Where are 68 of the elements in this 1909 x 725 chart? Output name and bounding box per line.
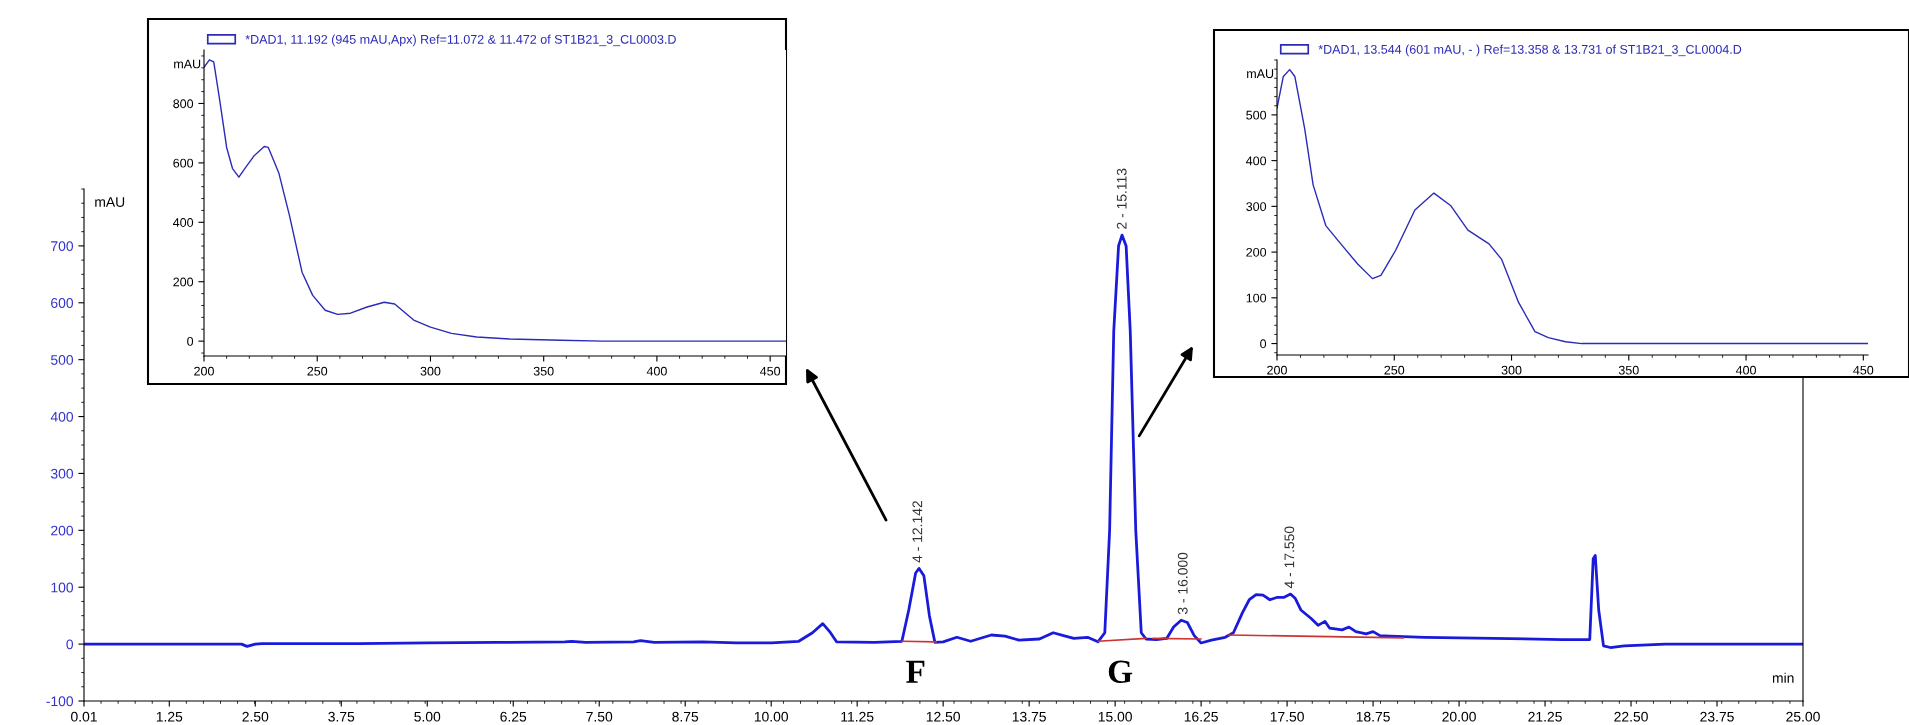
x-tick-label: 200 bbox=[1267, 365, 1287, 375]
y-tick-label: 0 bbox=[66, 639, 74, 650]
y-tick-label: 200 bbox=[51, 525, 74, 536]
legend-label: *DAD1, 11.192 (945 mAU,Apx) Ref=11.072 & 11.472 of ST1B21_3_CL0003.D bbox=[245, 34, 676, 47]
x-tick-label: 6.25 bbox=[500, 711, 527, 722]
x-tick-label: 25.00 bbox=[1786, 711, 1820, 722]
x-tick-label: 15.00 bbox=[1098, 711, 1132, 722]
annotation: 4 - 12.142 bbox=[912, 501, 923, 563]
line-series bbox=[204, 59, 786, 342]
line-series bbox=[1277, 68, 1868, 345]
x-tick-label: 11.25 bbox=[841, 711, 874, 722]
x-tick-label: 8.75 bbox=[672, 711, 699, 722]
x-tick-label: 12.50 bbox=[926, 711, 960, 722]
annotation: 2 - 15.113 bbox=[1116, 168, 1127, 229]
x-tick-label: 300 bbox=[1501, 365, 1522, 375]
x-tick-label: 350 bbox=[533, 366, 554, 376]
y-tick-label: 500 bbox=[1246, 110, 1267, 120]
x-tick-label: 0.01 bbox=[71, 711, 97, 722]
x-tick-label: 18.75 bbox=[1356, 711, 1390, 722]
y-tick-label: 600 bbox=[51, 298, 74, 308]
x-axis-title: min bbox=[1772, 672, 1794, 683]
x-tick-label: 400 bbox=[646, 366, 667, 376]
y-tick-label: 300 bbox=[1246, 202, 1267, 212]
annotation: 4 - 17.550 bbox=[1284, 526, 1295, 589]
annotation: G bbox=[1108, 660, 1133, 684]
y-tick-label: 600 bbox=[173, 158, 194, 168]
line-series bbox=[84, 233, 1803, 649]
x-tick-label: 17.50 bbox=[1270, 711, 1304, 722]
y-tick-label: 100 bbox=[1246, 293, 1267, 303]
y-tick-label: -100 bbox=[46, 696, 74, 707]
x-tick-label: 350 bbox=[1618, 365, 1639, 375]
y-axis-title: mAU bbox=[174, 59, 201, 69]
x-tick-label: 2.50 bbox=[242, 711, 269, 722]
x-tick-label: 21.25 bbox=[1528, 711, 1562, 722]
annotation: 3 - 16.000 bbox=[1177, 552, 1188, 615]
x-tick-label: 5.00 bbox=[414, 711, 441, 722]
y-tick-label: 700 bbox=[51, 241, 74, 252]
y-tick-label: 0 bbox=[187, 336, 194, 346]
x-tick-label: 450 bbox=[760, 366, 781, 376]
y-tick-label: 400 bbox=[50, 411, 74, 422]
x-tick-label: 22.50 bbox=[1614, 711, 1648, 722]
x-tick-label: 20.00 bbox=[1442, 711, 1476, 722]
x-tick-label: 10.00 bbox=[754, 711, 789, 722]
y-tick-label: 500 bbox=[50, 355, 74, 365]
x-tick-label: 250 bbox=[1384, 365, 1405, 375]
y-axis-title: mAU bbox=[95, 197, 125, 207]
x-tick-label: 13.75 bbox=[1012, 711, 1046, 722]
x-tick-label: 200 bbox=[194, 366, 214, 376]
x-tick-label: 3.75 bbox=[328, 711, 355, 722]
x-tick-label: 7.50 bbox=[586, 711, 613, 722]
y-axis-title: mAU bbox=[1247, 69, 1274, 79]
x-tick-label: 450 bbox=[1853, 365, 1874, 375]
y-tick-label: 200 bbox=[1246, 247, 1267, 257]
y-tick-label: 400 bbox=[173, 218, 194, 227]
y-tick-label: 300 bbox=[50, 468, 74, 479]
x-tick-label: 400 bbox=[1735, 365, 1756, 375]
x-tick-label: 1.25 bbox=[156, 711, 183, 722]
x-tick-label: 16.25 bbox=[1184, 711, 1218, 722]
annotation: F bbox=[906, 660, 925, 683]
x-tick-label: 250 bbox=[307, 366, 328, 376]
y-tick-label: 0 bbox=[1260, 339, 1267, 349]
x-tick-label: 300 bbox=[420, 366, 441, 376]
y-tick-label: 400 bbox=[1246, 156, 1267, 166]
y-tick-label: 800 bbox=[173, 99, 194, 109]
legend-label: *DAD1, 13.544 (601 mAU, - ) Ref=13.358 & 13.731 of ST1B21_3_CL0004.D bbox=[1318, 44, 1742, 57]
x-tick-label: 23.75 bbox=[1700, 711, 1734, 722]
y-tick-label: 100 bbox=[51, 582, 74, 593]
y-tick-label: 200 bbox=[173, 277, 194, 287]
